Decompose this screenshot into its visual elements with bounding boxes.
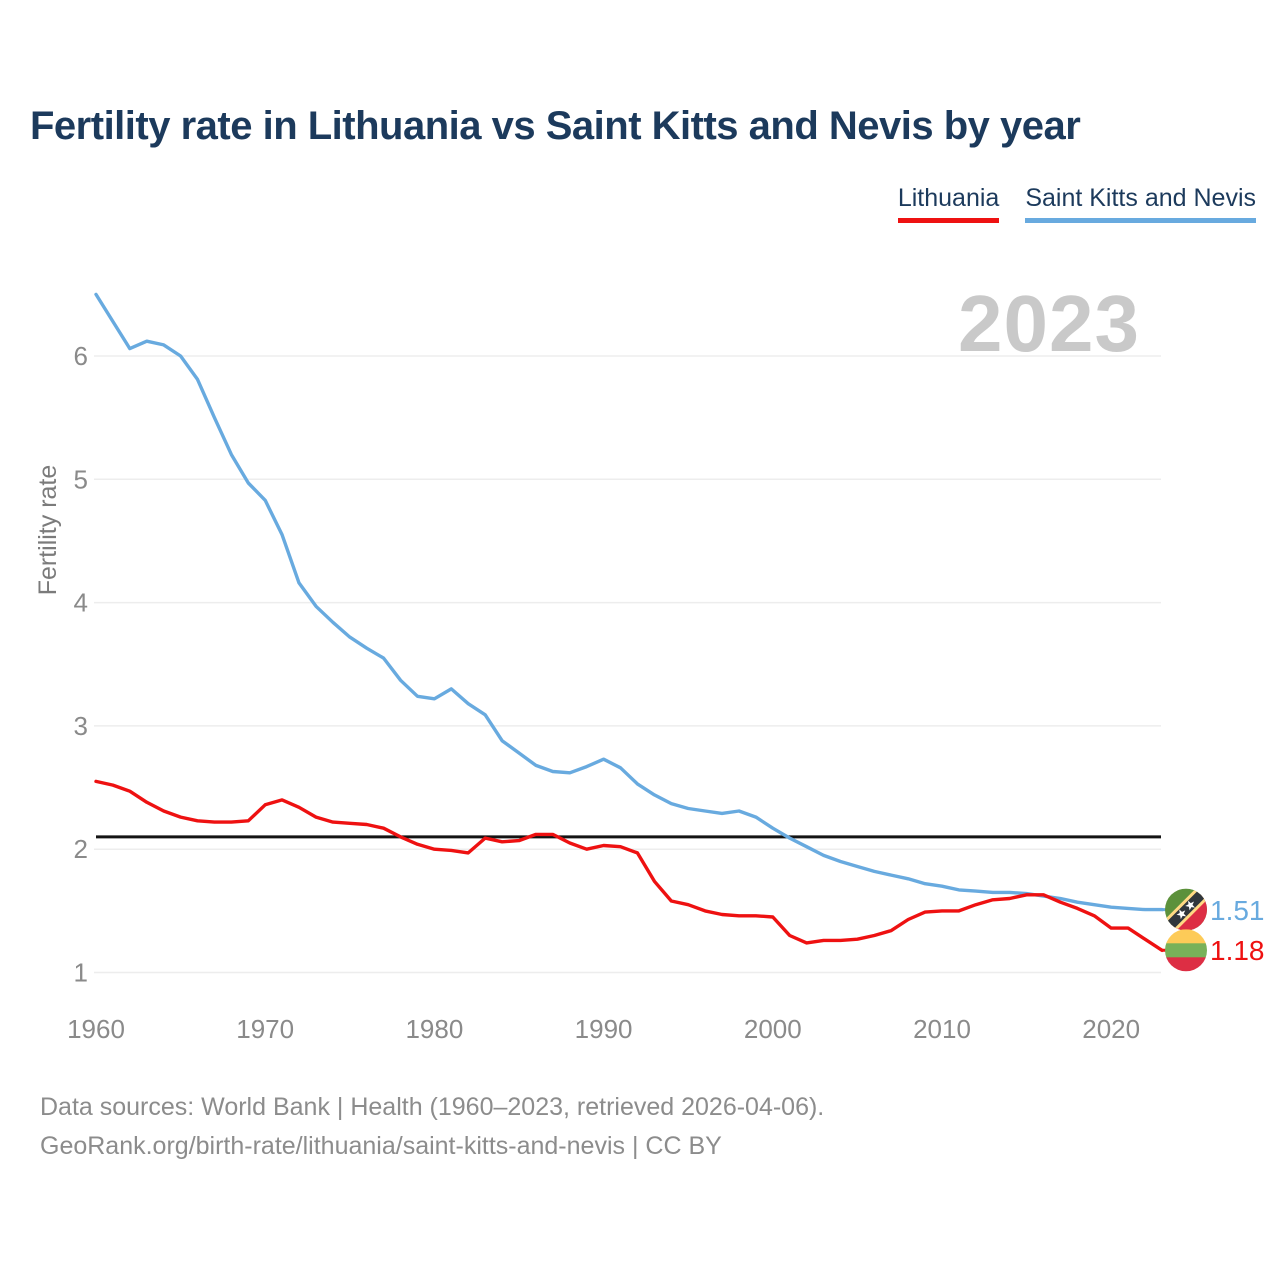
y-tick-label: 6	[74, 341, 88, 371]
legend-item-saint-kitts-and-nevis[interactable]: Saint Kitts and Nevis	[1025, 184, 1256, 223]
y-tick-label: 5	[74, 464, 88, 494]
x-tick-labels: 1960 1970 1980 1990 2000 2010 2020	[67, 1014, 1140, 1044]
legend-item-lithuania[interactable]: Lithuania	[897, 184, 1000, 223]
y-tick-label: 2	[74, 834, 88, 864]
legend: Lithuania Saint Kitts and Nevis	[897, 184, 1256, 223]
x-tick-label: 2020	[1082, 1014, 1140, 1044]
x-tick-label: 1980	[405, 1014, 463, 1044]
y-gridlines: 1 2 3 4 5 6	[74, 341, 1161, 988]
flag-icon-saint-kitts-and-nevis	[1165, 888, 1207, 931]
x-tick-label: 1990	[575, 1014, 633, 1044]
x-tick-label: 1960	[67, 1014, 125, 1044]
series-line-lithuania	[94, 779, 1164, 952]
y-tick-label: 3	[74, 711, 88, 741]
footer-url-line: GeoRank.org/birth-rate/lithuania/saint-k…	[40, 1132, 722, 1160]
footer: Data sources: World Bank | Health (1960–…	[40, 1088, 824, 1166]
x-tick-label: 1970	[236, 1014, 294, 1044]
watermark-year: 2023	[958, 279, 1140, 368]
series-line-saint_kitts_and_nevis	[94, 292, 1164, 912]
page-title: Fertility rate in Lithuania vs Saint Kit…	[30, 104, 1081, 148]
y-tick-label: 1	[74, 958, 88, 988]
y-tick-label: 4	[74, 588, 88, 618]
footer-sources-line: Data sources: World Bank | Health (1960–…	[40, 1093, 825, 1121]
x-tick-label: 2010	[913, 1014, 971, 1044]
flag-icon-lithuania	[1165, 929, 1207, 972]
end-value-lithuania: 1.18	[1210, 935, 1265, 967]
end-value-saint-kitts-and-nevis: 1.51	[1210, 894, 1265, 926]
x-tick-label: 2000	[744, 1014, 802, 1044]
